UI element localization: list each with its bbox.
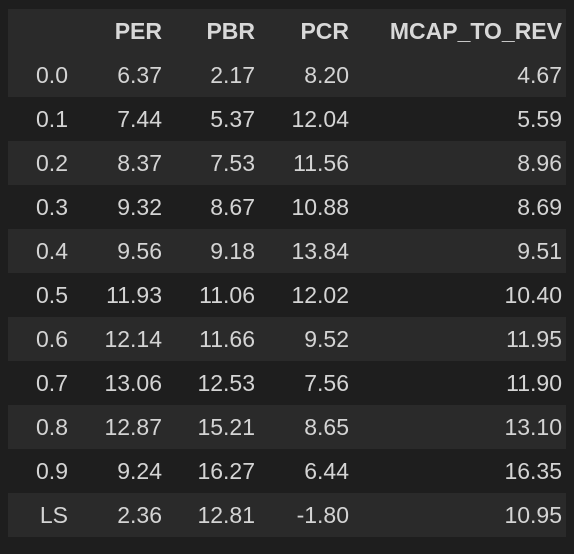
- cell-mcap-to-rev: 8.69: [517, 193, 562, 220]
- cell-pcr: 12.04: [291, 105, 349, 132]
- header-pcr: PCR: [300, 17, 349, 44]
- cell-pbr: 7.53: [210, 149, 255, 176]
- row-index: 0.4: [36, 237, 68, 264]
- cell-pbr: 12.81: [197, 501, 255, 528]
- cell-pcr: 11.56: [293, 149, 349, 176]
- header-pbr: PBR: [206, 17, 255, 44]
- cell-pbr: 11.66: [199, 325, 255, 352]
- cell-per: 12.87: [104, 413, 162, 440]
- table-body: 0.0 6.37 2.17 8.20 4.67 0.1 7.44 5.37 12…: [8, 53, 566, 537]
- cell-per: 9.24: [117, 457, 162, 484]
- row-index: LS: [39, 501, 68, 528]
- cell-per: 9.32: [117, 193, 162, 220]
- row-index: 0.6: [36, 325, 68, 352]
- table-row: 0.7 13.06 12.53 7.56 11.90: [8, 361, 566, 405]
- cell-mcap-to-rev: 11.90: [506, 369, 562, 396]
- row-index: 0.9: [36, 457, 68, 484]
- table-row: LS 2.36 12.81 -1.80 10.95: [8, 493, 566, 537]
- cell-per: 11.93: [106, 281, 162, 308]
- cell-mcap-to-rev: 9.51: [517, 237, 562, 264]
- table-row: 0.4 9.56 9.18 13.84 9.51: [8, 229, 566, 273]
- cell-pbr: 15.21: [197, 413, 255, 440]
- cell-mcap-to-rev: 5.59: [517, 105, 562, 132]
- dataframe-table: PER PBR PCR MCAP_TO_REV 0.0 6.37 2.17 8.…: [8, 9, 566, 537]
- table-row: 0.6 12.14 11.66 9.52 11.95: [8, 317, 566, 361]
- header-index: [8, 9, 76, 53]
- cell-pcr: 7.56: [304, 369, 349, 396]
- table-row: 0.2 8.37 7.53 11.56 8.96: [8, 141, 566, 185]
- row-index: 0.3: [36, 193, 68, 220]
- cell-per: 2.36: [117, 501, 162, 528]
- row-index: 0.2: [36, 149, 68, 176]
- cell-per: 6.37: [117, 61, 162, 88]
- cell-mcap-to-rev: 10.40: [504, 281, 562, 308]
- cell-mcap-to-rev: 16.35: [504, 457, 562, 484]
- cell-mcap-to-rev: 13.10: [504, 413, 562, 440]
- cell-per: 7.44: [117, 105, 162, 132]
- cell-per: 8.37: [117, 149, 162, 176]
- cell-pbr: 8.67: [210, 193, 255, 220]
- cell-pcr: 6.44: [304, 457, 349, 484]
- header-mcap-to-rev: MCAP_TO_REV: [389, 17, 562, 44]
- cell-pbr: 9.18: [210, 237, 255, 264]
- table-row: 0.3 9.32 8.67 10.88 8.69: [8, 185, 566, 229]
- cell-pcr: -1.80: [296, 501, 349, 528]
- cell-pcr: 9.52: [304, 325, 349, 352]
- cell-pcr: 12.02: [291, 281, 349, 308]
- cell-mcap-to-rev: 10.95: [504, 501, 562, 528]
- cell-pbr: 12.53: [197, 369, 255, 396]
- header-per: PER: [114, 17, 162, 44]
- cell-mcap-to-rev: 11.95: [506, 325, 562, 352]
- cell-per: 12.14: [104, 325, 162, 352]
- row-index: 0.0: [36, 61, 68, 88]
- row-index: 0.7: [36, 369, 68, 396]
- cell-mcap-to-rev: 8.96: [517, 149, 562, 176]
- cell-per: 9.56: [117, 237, 162, 264]
- cell-pbr: 11.06: [199, 281, 255, 308]
- cell-pbr: 5.37: [210, 105, 255, 132]
- cell-pcr: 13.84: [291, 237, 349, 264]
- cell-pcr: 8.65: [304, 413, 349, 440]
- table-row: 0.0 6.37 2.17 8.20 4.67: [8, 53, 566, 97]
- header-row: PER PBR PCR MCAP_TO_REV: [8, 9, 566, 53]
- cell-pcr: 10.88: [291, 193, 349, 220]
- row-index: 0.5: [36, 281, 68, 308]
- table-row: 0.5 11.93 11.06 12.02 10.40: [8, 273, 566, 317]
- cell-pbr: 2.17: [210, 61, 255, 88]
- table-header: PER PBR PCR MCAP_TO_REV: [8, 9, 566, 53]
- cell-per: 13.06: [104, 369, 162, 396]
- table-row: 0.9 9.24 16.27 6.44 16.35: [8, 449, 566, 493]
- row-index: 0.8: [36, 413, 68, 440]
- table-row: 0.8 12.87 15.21 8.65 13.10: [8, 405, 566, 449]
- cell-pcr: 8.20: [304, 61, 349, 88]
- table-row: 0.1 7.44 5.37 12.04 5.59: [8, 97, 566, 141]
- cell-pbr: 16.27: [197, 457, 255, 484]
- cell-mcap-to-rev: 4.67: [517, 61, 562, 88]
- row-index: 0.1: [36, 105, 68, 132]
